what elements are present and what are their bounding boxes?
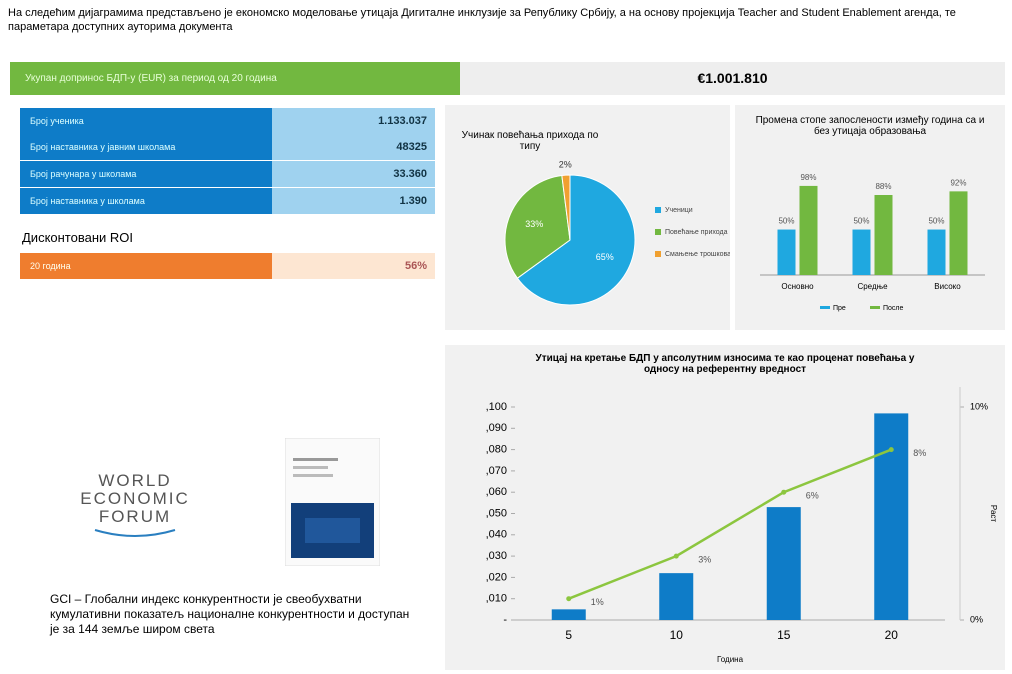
- line: [568, 448, 892, 600]
- bar: [874, 195, 893, 275]
- y-tick-label: ,090: [486, 422, 507, 434]
- bar-chart: 50% 98% Основно 50% 88% Средње 50% 92% Високо Пре…: [760, 173, 985, 312]
- header-text: На следећим дијаграмима представљено је …: [8, 7, 956, 33]
- report-thumbnail: [285, 438, 380, 566]
- pie-title: Учинак повећања прихода по типу: [461, 130, 599, 152]
- x-tick-label: Основно: [781, 282, 814, 291]
- y2-tick-label: 10%: [970, 401, 988, 411]
- y-tick-label: ,070: [486, 465, 507, 477]
- bar-label: 50%: [853, 217, 869, 226]
- bar-label: 50%: [928, 217, 944, 226]
- y-tick-label: ,050: [486, 507, 507, 519]
- x-axis-title: Година: [717, 655, 744, 664]
- bar: [927, 229, 946, 275]
- pie-slice: [516, 174, 636, 306]
- row-value: 1.133.037: [272, 108, 435, 134]
- gdp-panel: Утицај на кретање БДП у апсолутним износ…: [445, 345, 1005, 670]
- roi-value: 56%: [272, 253, 435, 279]
- banner-value: €1.001.810: [460, 62, 1005, 95]
- roi-row: 20 година 56%: [20, 253, 435, 279]
- y-tick-label: ,030: [486, 550, 507, 562]
- bar: [949, 191, 968, 275]
- row-value: 1.390: [272, 188, 435, 214]
- bar: [777, 229, 796, 275]
- bar-title: Промена стопе запослености између година…: [755, 115, 985, 137]
- roi-label: 20 година: [20, 253, 272, 279]
- bar: [766, 507, 801, 620]
- line-point: [888, 447, 894, 453]
- y-tick-label: ,010: [486, 593, 507, 605]
- logo-line: WORLD: [98, 471, 172, 490]
- logo-line: ECONOMIC: [80, 489, 190, 508]
- row-label: Број рачунара у школама: [20, 161, 272, 187]
- legend-swatch: [655, 251, 661, 257]
- pie-slice: [561, 174, 571, 241]
- line-label: 1%: [591, 597, 604, 607]
- bar-label: 88%: [875, 182, 891, 191]
- bar: [852, 229, 871, 275]
- roi-title: Дисконтовани ROI: [22, 230, 134, 245]
- legend-label: Пре: [833, 305, 846, 312]
- table-row: Број наставника у школама 1.390: [20, 188, 435, 214]
- y2-tick-label: 0%: [970, 614, 983, 624]
- bar-label: 50%: [778, 217, 794, 226]
- banner-label: Укупан допринос БДП-у (EUR) за период од…: [10, 62, 460, 95]
- table-row: Број рачунара у школама 33.360: [20, 161, 435, 187]
- logo-arc: [94, 529, 176, 537]
- wef-caption: GCI – Глобални индекс конкурентности је …: [50, 592, 410, 636]
- pie-slice: [504, 174, 571, 279]
- bar: [799, 185, 818, 275]
- slice-label: 65%: [596, 252, 614, 262]
- table-row: Број наставника у јавним школама 48325: [20, 134, 435, 160]
- y-tick-label: ,020: [486, 571, 507, 583]
- line-label: 8%: [913, 448, 926, 458]
- bar: [659, 573, 694, 620]
- legend-swatch: [820, 306, 830, 309]
- gdp-chart: - ,010 ,020 ,030 ,040 ,050 ,060 ,070 ,080 ,090 ,10…: [486, 387, 998, 664]
- legend-swatch: [655, 229, 661, 235]
- row-value: 33.360: [272, 161, 435, 187]
- line-point: [781, 489, 787, 495]
- y-tick-label: ,100: [486, 401, 507, 413]
- line-label: 6%: [806, 491, 819, 501]
- y-tick-label: ,040: [486, 529, 507, 541]
- y-tick-label: -: [503, 614, 507, 626]
- x-tick-label: Средње: [857, 282, 888, 291]
- bar-label: 98%: [800, 173, 816, 182]
- y2-axis-title: Раст: [989, 505, 998, 523]
- line-point: [566, 596, 572, 602]
- row-value: 48325: [272, 134, 435, 160]
- legend-label: Смањење трошкова: [665, 251, 730, 258]
- row-label: Број ученика: [20, 108, 272, 134]
- gdp-title: Утицај на кретање БДП у апсолутним износ…: [535, 353, 915, 375]
- x-tick-label: 20: [885, 628, 899, 642]
- bar-panel: Промена стопе запослености између година…: [735, 105, 1005, 330]
- legend-label: После: [883, 305, 904, 312]
- line-point: [673, 553, 679, 559]
- y-tick-label: ,060: [486, 486, 507, 498]
- bar: [551, 609, 586, 620]
- slice-label: 33%: [525, 219, 543, 229]
- x-tick-label: 10: [670, 628, 684, 642]
- y-tick-label: ,080: [486, 444, 507, 456]
- legend-swatch: [870, 306, 880, 309]
- legend-swatch: [655, 207, 661, 213]
- x-tick-label: Високо: [934, 282, 961, 291]
- table-row: Број ученика 1.133.037: [20, 108, 435, 134]
- logo-line: FORUM: [98, 507, 172, 526]
- bar: [874, 413, 909, 620]
- pie-chart: 65% 33% 2% Ученици Повећање прихода Смањење т…: [504, 160, 730, 306]
- slice-label: 2%: [559, 160, 572, 170]
- row-label: Број наставника у школама: [20, 188, 272, 214]
- pie-panel: Учинак повећања прихода по типу 65% 33% 2%…: [445, 105, 730, 330]
- legend-label: Повећање прихода: [665, 228, 728, 236]
- legend-label: Ученици: [665, 207, 693, 214]
- x-tick-label: 15: [777, 628, 791, 642]
- x-tick-label: 5: [565, 628, 572, 642]
- row-label: Број наставника у јавним школама: [20, 134, 272, 160]
- wef-logo: WORLD ECONOMIC FORUM: [60, 472, 210, 544]
- line-label: 3%: [698, 554, 711, 564]
- bar-label: 92%: [950, 178, 966, 187]
